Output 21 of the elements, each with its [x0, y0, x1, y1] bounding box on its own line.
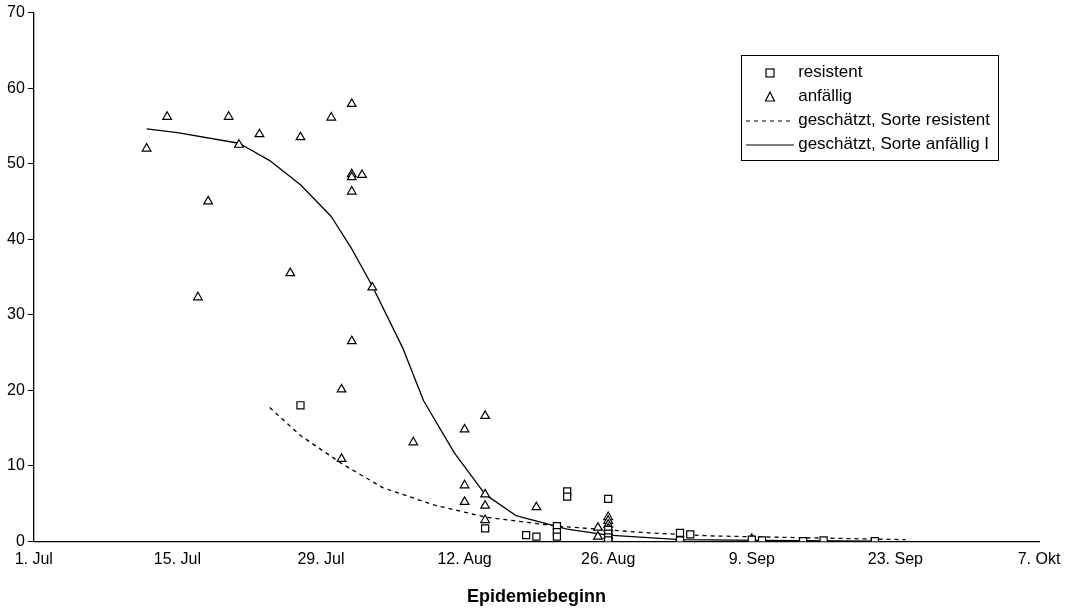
legend-label: resistent: [798, 62, 863, 81]
legend-label: anfällig: [798, 86, 853, 105]
y-tick-label: 40: [7, 229, 25, 247]
legend-label: geschätzt, Sorte anfällig I: [798, 134, 990, 153]
x-tick-label: 15. Jul: [153, 550, 201, 568]
y-tick-label: 0: [15, 531, 25, 549]
x-tick-label: 9. Sep: [728, 550, 776, 568]
y-tick-label: 60: [7, 78, 25, 96]
x-tick-label: 12. Aug: [437, 550, 492, 568]
y-tick-label: 70: [7, 3, 25, 21]
x-axis-title: Epidemiebeginn: [466, 586, 606, 607]
y-tick-label: 50: [7, 154, 25, 172]
y-tick-label: 10: [7, 456, 25, 474]
legend-label: geschätzt, Sorte resistent: [798, 110, 990, 129]
x-tick-label: 1. Jul: [14, 550, 53, 568]
x-tick-label: 7. Okt: [1017, 550, 1061, 568]
y-tick-label: 20: [7, 380, 25, 398]
x-tick-label: 29. Jul: [297, 550, 345, 568]
x-tick-label: 23. Sep: [867, 550, 924, 568]
x-tick-label: 26. Aug: [581, 550, 636, 568]
y-tick-label: 30: [7, 305, 25, 323]
